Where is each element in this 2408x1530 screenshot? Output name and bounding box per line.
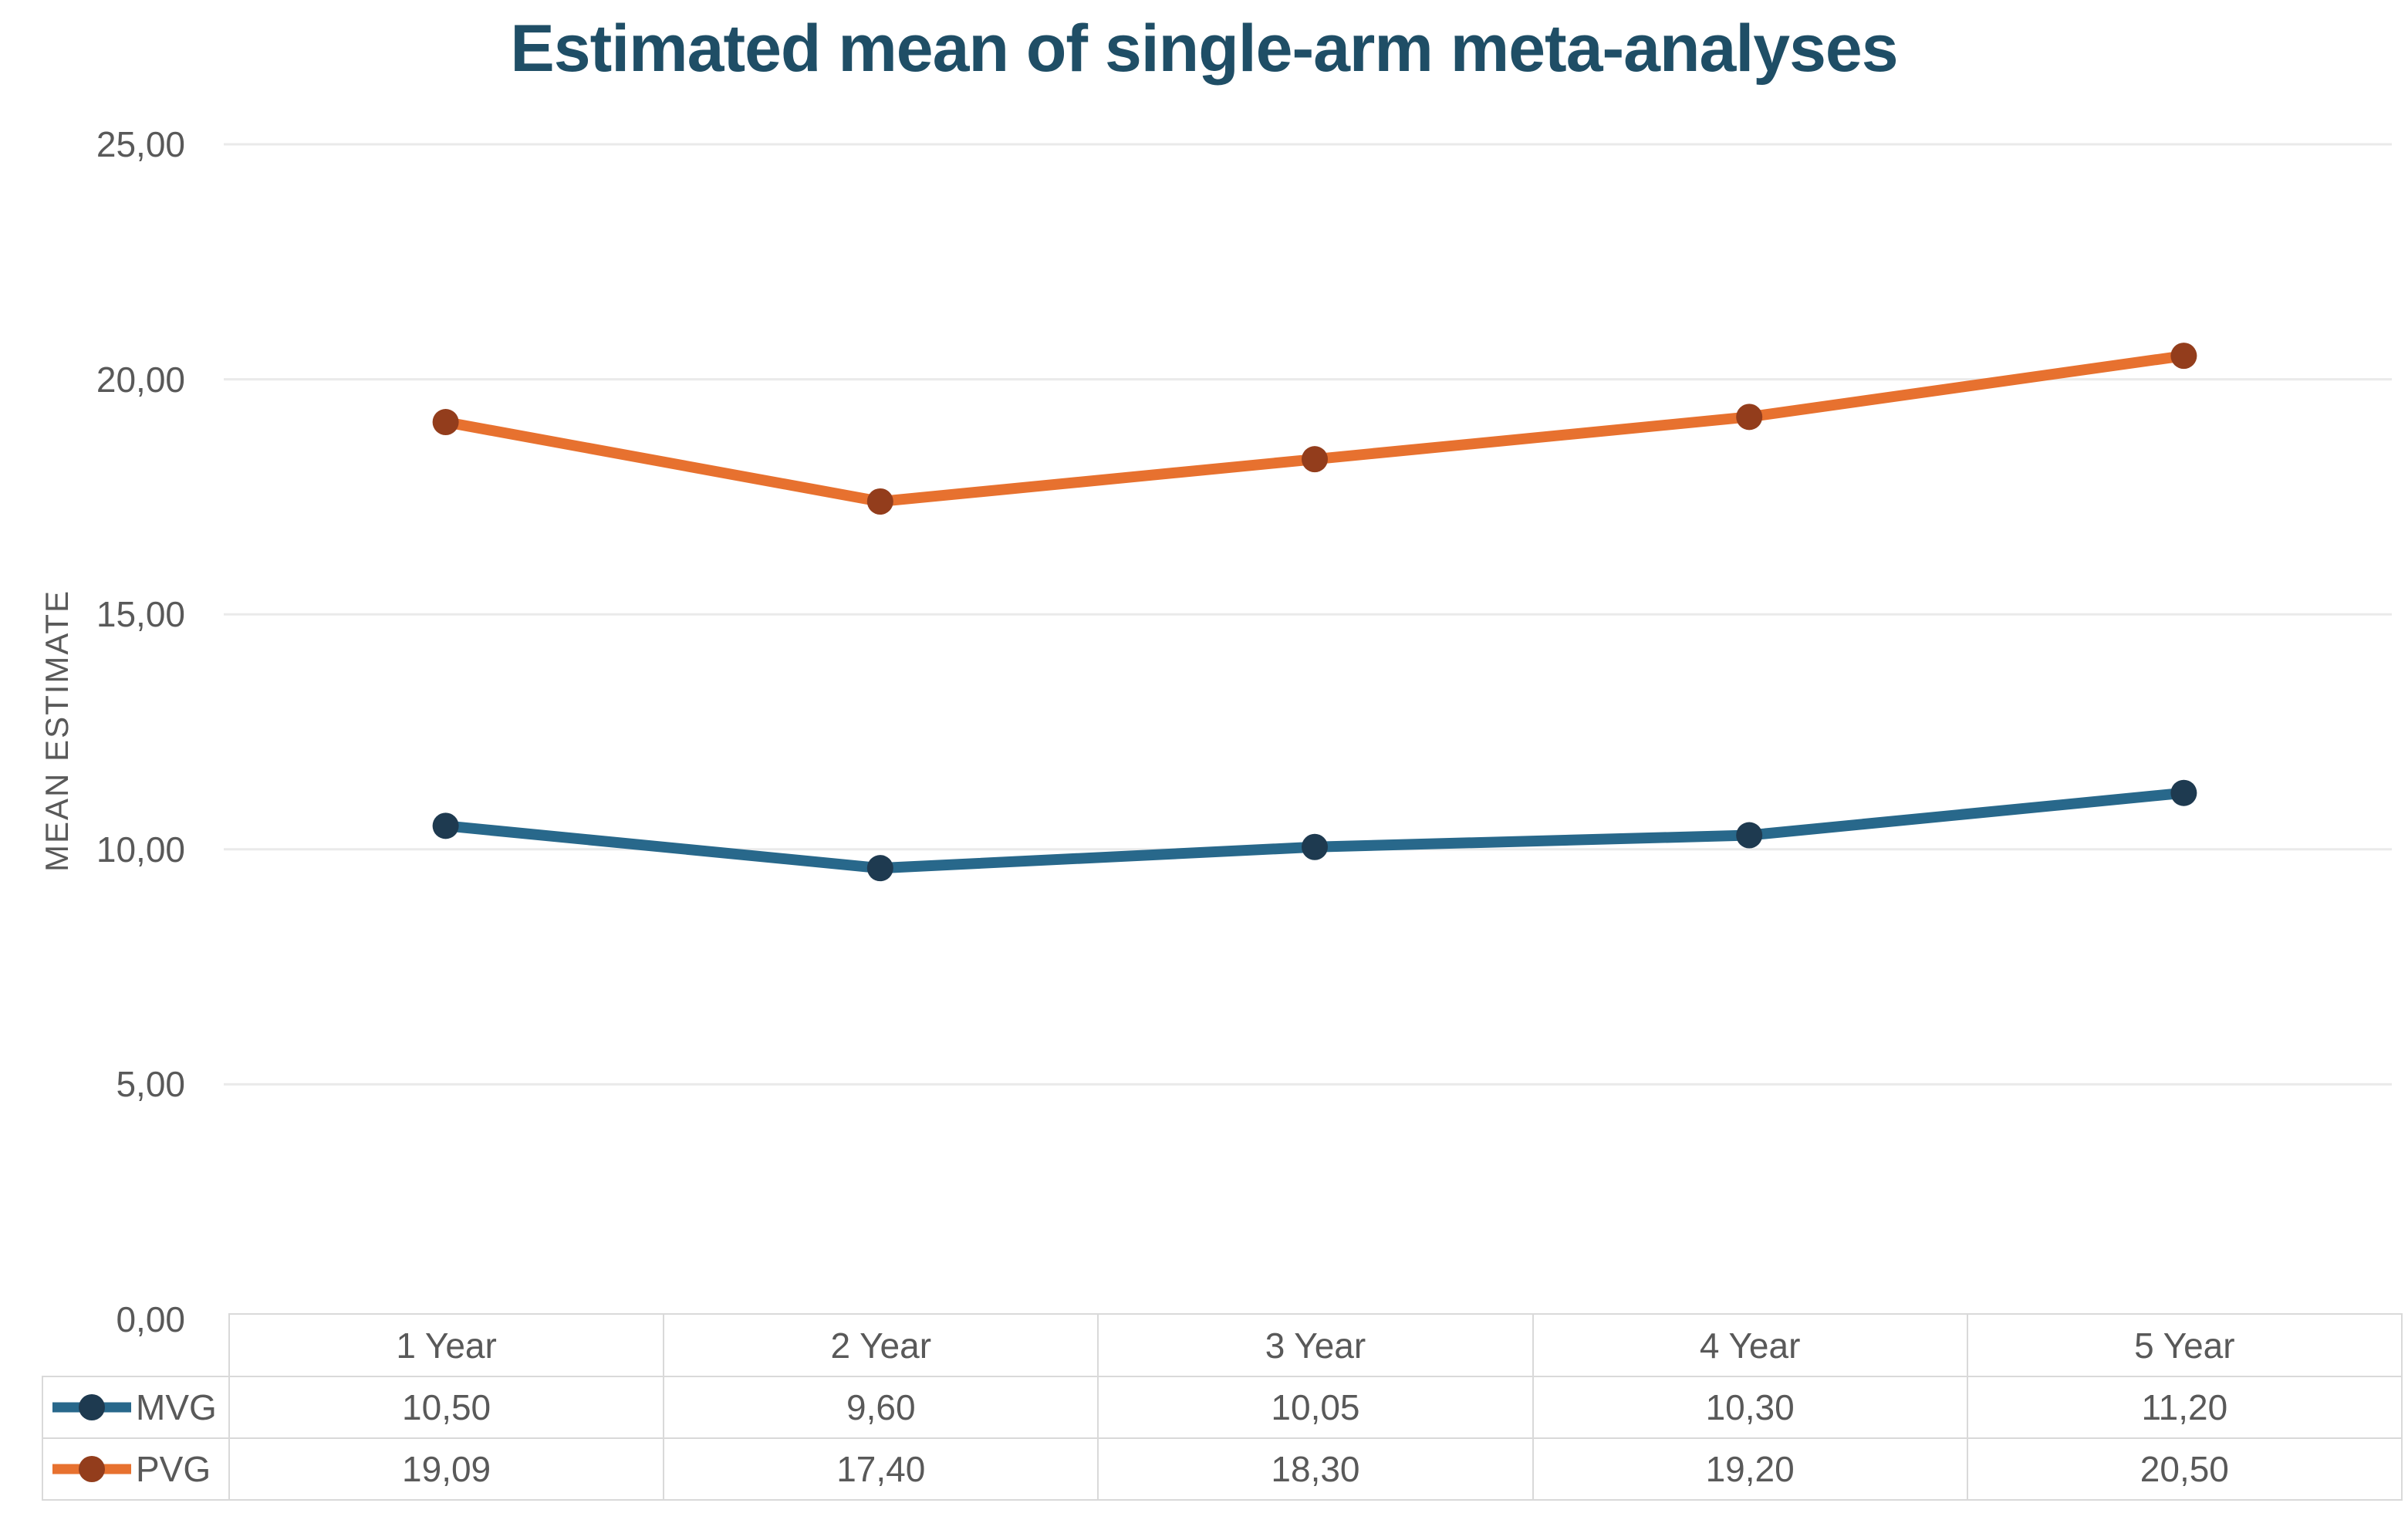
chart-title: Estimated mean of single-arm meta-analys…	[510, 12, 1898, 86]
series-pvg-marker	[1736, 404, 1763, 431]
series-mvg-marker	[1302, 833, 1328, 860]
series-pvg-marker	[1302, 446, 1328, 473]
series-mvg-marker	[1736, 822, 1763, 849]
table-header-cell: 5 Year	[1966, 1313, 2403, 1377]
table-value-cell: 19,20	[1532, 1437, 1968, 1501]
table-value-cell: 18,30	[1097, 1437, 1534, 1501]
series-pvg-marker	[2170, 343, 2197, 370]
series-pvg-line	[440, 350, 2190, 507]
table-row-mvg: MVG 10,50 9,60 10,05 10,30 11,20	[42, 1376, 2403, 1439]
y-tick-label: 10,00	[96, 829, 185, 870]
table-header-cell: 2 Year	[663, 1313, 1099, 1377]
series-pvg-marker	[866, 488, 893, 515]
table-header-cell: 1 Year	[228, 1313, 665, 1377]
legend-label: MVG	[136, 1387, 217, 1427]
table-corner-cell	[42, 1314, 229, 1376]
table-value-cell: 20,50	[1966, 1437, 2403, 1501]
table-header-row: 1 Year 2 Year 3 Year 4 Year 5 Year	[42, 1313, 2403, 1377]
table-value-cell: 10,30	[1532, 1376, 1968, 1439]
table-value-cell: 10,05	[1097, 1376, 1534, 1439]
series-mvg-marker	[432, 812, 459, 839]
legend-key-pvg-icon	[52, 1456, 131, 1482]
table-value-cell: 17,40	[663, 1437, 1099, 1501]
legend-cell-mvg: MVG	[42, 1376, 230, 1439]
legend-key-mvg-icon	[52, 1394, 131, 1420]
series-mvg-marker	[2170, 779, 2197, 806]
legend-cell-pvg: PVG	[42, 1437, 230, 1501]
table-row-pvg: PVG 19,09 17,40 18,30 19,20 20,50	[42, 1437, 2403, 1501]
y-tick-label: 20,00	[96, 359, 185, 400]
series-mvg-marker	[866, 855, 893, 882]
table-header-cell: 4 Year	[1532, 1313, 1968, 1377]
y-tick-label: 0,00	[116, 1299, 185, 1339]
y-tick-label: 5,00	[116, 1064, 185, 1105]
y-tick-label: 15,00	[96, 594, 185, 635]
data-table: 1 Year 2 Year 3 Year 4 Year 5 Year MVG 10,50 9,…	[42, 1313, 2403, 1501]
table-value-cell: 9,60	[663, 1376, 1099, 1439]
table-header-cell: 3 Year	[1097, 1313, 1534, 1377]
table-value-cell: 10,50	[228, 1376, 665, 1439]
table-value-cell: 11,20	[1966, 1376, 2403, 1439]
table-value-cell: 19,09	[228, 1437, 665, 1501]
legend-label: PVG	[136, 1449, 211, 1489]
y-tick-label: 25,00	[96, 124, 185, 164]
series-pvg-marker	[432, 409, 459, 436]
